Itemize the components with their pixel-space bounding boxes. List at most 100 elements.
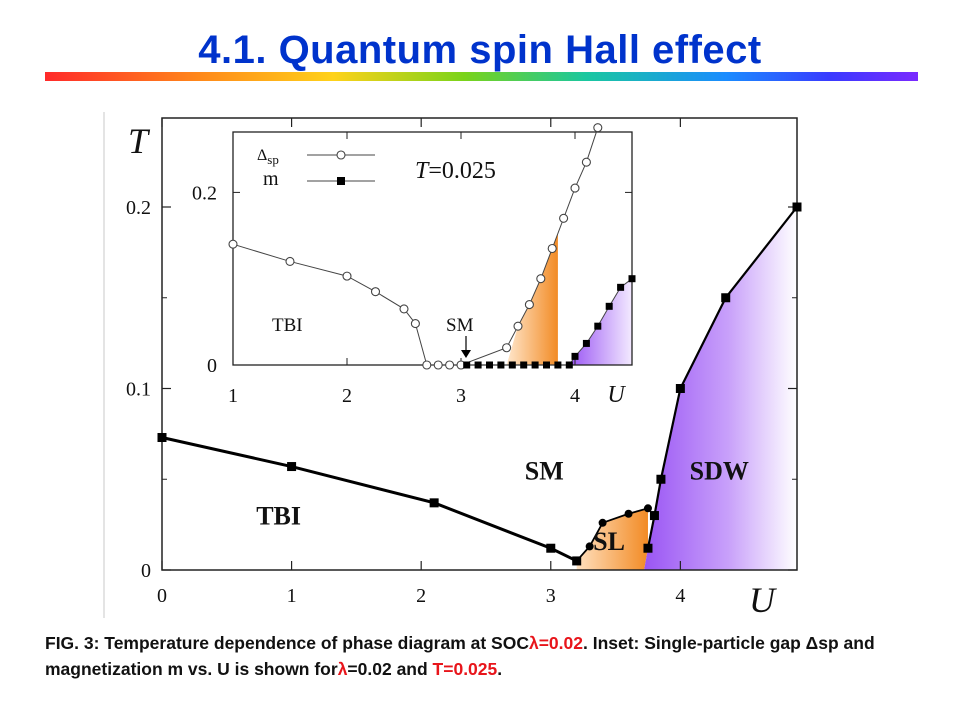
- inset-magnetization-marker: [520, 361, 528, 369]
- inset-magnetization-marker: [582, 339, 590, 347]
- tbi-sm-boundary-line: [161, 436, 578, 563]
- tbi-boundary-marker: [429, 498, 439, 508]
- inset-gap-marker: [370, 287, 381, 297]
- region-label-tbi: TBI: [256, 502, 301, 531]
- inset-magnetization-line: [466, 278, 633, 366]
- inset-gap-marker: [433, 360, 443, 370]
- caption-text-1: FIG. 3: Temperature dependence of phase …: [45, 633, 529, 653]
- sl-boundary-marker: [598, 518, 607, 527]
- inset-magnetization-marker: [474, 361, 482, 369]
- inset-gap-marker: [399, 304, 409, 314]
- inset-title-value: =0.025: [428, 158, 496, 184]
- caption-lambda-symbol: λ: [337, 659, 348, 679]
- x-tick-label: 0: [157, 585, 167, 607]
- inset-sl-region: [506, 233, 558, 365]
- inset-background: [229, 128, 636, 369]
- caption-temperature: T=0.025: [432, 659, 498, 679]
- caption-text-2: . Inset: Single-particle gap Δsp and mag…: [45, 633, 875, 679]
- inset-gap-marker: [559, 213, 569, 223]
- inset-magnetization-marker: [554, 361, 562, 369]
- inset-annotation-tbi: TBI: [272, 315, 303, 336]
- inset-gap-marker: [285, 256, 295, 266]
- inset-gap-marker: [228, 239, 238, 249]
- inset-gap-marker: [502, 343, 512, 353]
- caption-lambda-value: λ=0.02: [528, 633, 583, 653]
- main-plot-frame: [161, 117, 798, 571]
- inset-magnetization-marker: [463, 361, 471, 369]
- y-tick-label: 0.2: [126, 197, 151, 219]
- inset-x-tick-label: 2: [342, 385, 352, 407]
- sdw-boundary-marker: [721, 293, 731, 303]
- inset-magnetization-marker: [605, 302, 613, 310]
- legend-label-gap: Δsp: [257, 147, 279, 167]
- inset-title: T=0.025: [415, 158, 496, 184]
- legend-gap-subscript: sp: [267, 152, 279, 167]
- sl-boundary-marker: [572, 556, 581, 565]
- y-tick-label: 0: [141, 560, 151, 582]
- sdw-boundary-marker: [656, 474, 666, 484]
- inset-gap-marker: [513, 321, 523, 331]
- inset-y-tick-label: 0: [207, 355, 217, 377]
- legend-gap-marker: [336, 150, 346, 160]
- legend-magnetization-marker: [337, 177, 345, 185]
- inset-gap-marker: [581, 157, 591, 167]
- inset-magnetization-marker: [565, 361, 573, 369]
- sdw-boundary-marker: [649, 511, 659, 521]
- legend-label-magnetization: m: [263, 168, 279, 190]
- x-axis-label: U: [749, 580, 777, 620]
- inset-x-tick-label: 3: [456, 385, 466, 407]
- region-label-sm: SM: [525, 456, 564, 485]
- inset-magnetization-marker: [617, 283, 625, 291]
- inset-annotation-sm: SM: [446, 315, 474, 336]
- inset-title-variable: T: [415, 158, 430, 184]
- x-tick-label: 2: [416, 585, 426, 607]
- y-tick-label: 0.1: [126, 379, 151, 401]
- sdw-boundary-marker: [792, 202, 802, 212]
- sdw-boundary-marker: [643, 543, 653, 553]
- inset-gap-marker: [342, 271, 352, 281]
- region-label-sl: SL: [593, 527, 625, 556]
- x-tick-label: 1: [287, 585, 297, 607]
- sl-boundary-marker: [643, 504, 652, 513]
- inset-y-tick-label: 0.2: [192, 182, 217, 204]
- inset-gap-marker: [570, 183, 580, 193]
- inset-gap-marker: [410, 319, 420, 329]
- inset-gap-marker: [536, 274, 546, 284]
- inset-magnetization-marker: [531, 361, 539, 369]
- inset-x-tick-label: 1: [228, 385, 238, 407]
- tbi-boundary-marker: [546, 543, 556, 553]
- x-tick-label: 3: [546, 585, 556, 607]
- caption-text-3: =0.02 and: [347, 659, 433, 679]
- title-rainbow-underline: [45, 72, 918, 81]
- legend-gap-symbol: Δ: [257, 147, 267, 164]
- sl-boundary-marker: [585, 542, 594, 551]
- inset-magnetization-marker: [497, 361, 505, 369]
- inset-magnetization-marker: [543, 361, 550, 369]
- sl-phase-region: [576, 508, 648, 570]
- y-axis-label: T: [128, 121, 151, 161]
- inset-magnetization-marker: [571, 352, 579, 360]
- inset-gap-marker: [593, 123, 603, 133]
- region-label-sdw: SDW: [690, 456, 749, 485]
- inset-gap-marker: [524, 300, 534, 310]
- tbi-boundary-marker: [287, 462, 297, 472]
- x-tick-label: 4: [675, 585, 685, 607]
- tbi-boundary-marker: [157, 433, 167, 443]
- inset-gap-marker: [547, 243, 557, 254]
- inset-magnetization-marker: [486, 361, 493, 369]
- inset-x-tick-label: 4: [570, 385, 580, 407]
- inset-magnetization-marker: [594, 322, 602, 330]
- inset-gap-marker: [422, 360, 432, 370]
- inset-gap-marker: [445, 360, 455, 370]
- sl-boundary-marker: [624, 509, 633, 518]
- sdw-phase-region: [644, 207, 797, 570]
- sm-arrow-head: [461, 350, 471, 358]
- caption-text-4: .: [497, 659, 503, 679]
- inset-x-axis-label: U: [607, 382, 626, 408]
- figure-caption: FIG. 3: Temperature dependence of phase …: [45, 630, 945, 682]
- slide-title: 4.1. Quantum spin Hall effect: [198, 28, 762, 72]
- inset-magnetization-marker: [628, 275, 636, 283]
